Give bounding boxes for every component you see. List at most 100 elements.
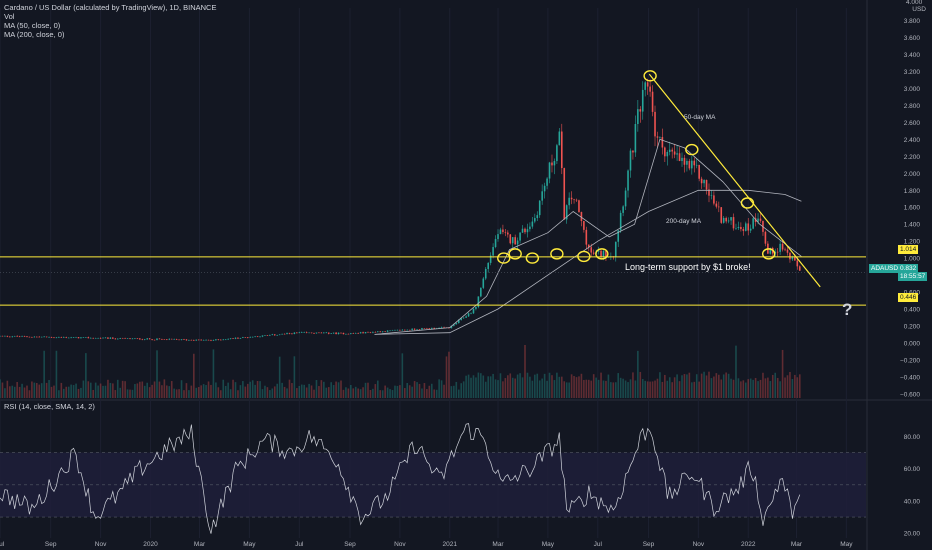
volume-bar: [364, 382, 367, 398]
candle-body: [237, 337, 239, 339]
candle-body: [619, 212, 622, 231]
candle-body: [249, 337, 252, 338]
volume-bar: [254, 384, 256, 398]
candle-body: [367, 331, 369, 333]
level-badge-upper: 1.014: [898, 245, 919, 254]
candle-body: [769, 247, 772, 254]
candle-body: [796, 260, 799, 267]
volume-bar: [551, 375, 553, 398]
volume-bar: [497, 380, 499, 398]
volume-bar: [359, 389, 362, 398]
candle-body: [399, 329, 401, 331]
candle-body: [781, 243, 784, 250]
candle-body: [67, 337, 70, 339]
volume-bar: [421, 388, 423, 398]
volume-bar: [242, 381, 244, 398]
volume-bar: [251, 380, 254, 398]
candle-body: [511, 237, 514, 244]
ma50-line: [374, 138, 802, 335]
volume-bar: [641, 379, 644, 398]
candle-body: [38, 336, 41, 338]
candle-body: [585, 229, 588, 245]
x-tick-label: May: [840, 541, 853, 548]
volume-bars: [0, 344, 801, 398]
candle-body: [146, 338, 148, 340]
candle-body: [693, 160, 696, 166]
volume-bar: [212, 349, 215, 398]
volume-bar: [166, 385, 168, 398]
volume-bar: [406, 382, 409, 398]
volume-bar: [215, 382, 217, 398]
candle-body: [87, 337, 90, 339]
volume-bar: [605, 380, 607, 398]
candle-body: [340, 332, 342, 334]
candle-body: [335, 332, 337, 334]
chart-title: Cardano / US Dollar (calculated by Tradi…: [4, 3, 217, 12]
candle-body: [104, 337, 107, 339]
volume-bar: [384, 385, 386, 398]
volume-bar: [116, 379, 119, 398]
volume-bar: [659, 372, 661, 398]
candle-body: [31, 337, 33, 338]
candle-body: [722, 217, 725, 223]
candle-body: [666, 151, 669, 157]
volume-bar: [433, 389, 436, 398]
candle-body: [587, 244, 590, 248]
candle-body: [269, 335, 271, 336]
volume-bar: [705, 375, 708, 398]
volume-bar: [354, 386, 357, 398]
candle-body: [276, 334, 279, 336]
volume-bar: [193, 353, 195, 398]
volume-bar: [367, 382, 369, 398]
candle-body: [683, 157, 686, 165]
volume-bar: [131, 389, 134, 398]
volume-bar: [789, 371, 791, 398]
rsi-pane: [0, 423, 866, 534]
candle-body: [180, 339, 183, 341]
volume-bar: [457, 389, 460, 398]
candle-body: [556, 145, 558, 162]
candle-body: [369, 332, 372, 333]
volume-bar: [619, 377, 622, 398]
y-tick-label: 1.400: [904, 222, 921, 229]
volume-bar: [700, 373, 703, 398]
volume-bar: [688, 372, 691, 398]
candle-body: [60, 337, 63, 338]
candle-body: [222, 339, 225, 341]
volume-bar: [291, 383, 293, 398]
candle-body: [715, 203, 718, 207]
candle-body: [484, 268, 487, 279]
volume-bar: [519, 373, 521, 398]
volume-bar: [666, 380, 669, 398]
candle-body: [116, 338, 119, 340]
volume-bar: [779, 381, 781, 398]
volume-bar: [509, 373, 512, 398]
candle-body: [389, 330, 391, 332]
volume-bar: [563, 381, 566, 398]
volume-bar: [438, 379, 440, 398]
volume-bar: [744, 382, 747, 398]
candle-body: [450, 325, 453, 329]
volume-bar: [136, 383, 139, 398]
volume-bar: [678, 381, 681, 398]
rsi-tick-label: 40.00: [904, 498, 921, 505]
volume-bar: [580, 373, 583, 398]
volume-bar: [771, 374, 774, 398]
candle-body: [109, 337, 112, 339]
volume-bar: [237, 390, 239, 398]
candle-body: [548, 162, 551, 179]
volume-bar: [305, 387, 308, 398]
volume-bar: [710, 378, 713, 398]
candle-body: [23, 336, 26, 337]
candle-body: [430, 327, 433, 329]
candle-body: [659, 137, 661, 138]
volume-bar: [487, 376, 489, 398]
volume-bar: [703, 371, 705, 398]
volume-bar: [752, 379, 754, 398]
candle-body: [509, 234, 512, 244]
volume-bar: [774, 372, 777, 398]
candle-body: [477, 296, 480, 308]
candle-body: [77, 337, 80, 339]
volume-bar: [369, 390, 372, 398]
